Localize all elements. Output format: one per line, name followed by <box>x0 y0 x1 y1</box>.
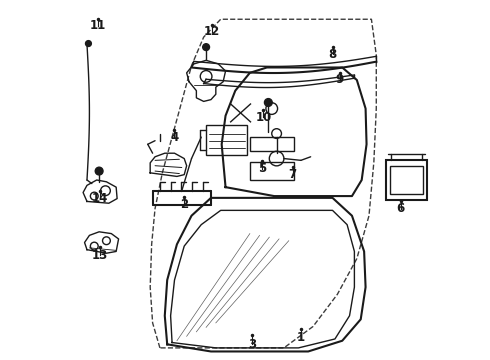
Bar <box>390 166 423 194</box>
Text: 11: 11 <box>90 19 106 32</box>
Text: 8: 8 <box>328 48 337 61</box>
Circle shape <box>265 99 272 106</box>
Text: 10: 10 <box>255 111 271 124</box>
Bar <box>250 137 294 151</box>
Text: 1: 1 <box>297 332 305 345</box>
Circle shape <box>203 44 210 50</box>
Text: 3: 3 <box>248 338 256 351</box>
Bar <box>250 162 294 180</box>
Text: 12: 12 <box>204 25 220 38</box>
Text: 13: 13 <box>92 248 108 261</box>
Text: 6: 6 <box>396 202 405 215</box>
Text: 14: 14 <box>92 192 108 205</box>
Circle shape <box>86 41 91 46</box>
Text: 4: 4 <box>171 131 179 144</box>
Bar <box>386 160 427 200</box>
Text: 7: 7 <box>289 168 297 181</box>
Text: 9: 9 <box>336 73 344 86</box>
Text: 5: 5 <box>258 162 266 175</box>
Text: 2: 2 <box>180 198 188 211</box>
Circle shape <box>95 167 103 175</box>
Bar <box>206 125 247 155</box>
